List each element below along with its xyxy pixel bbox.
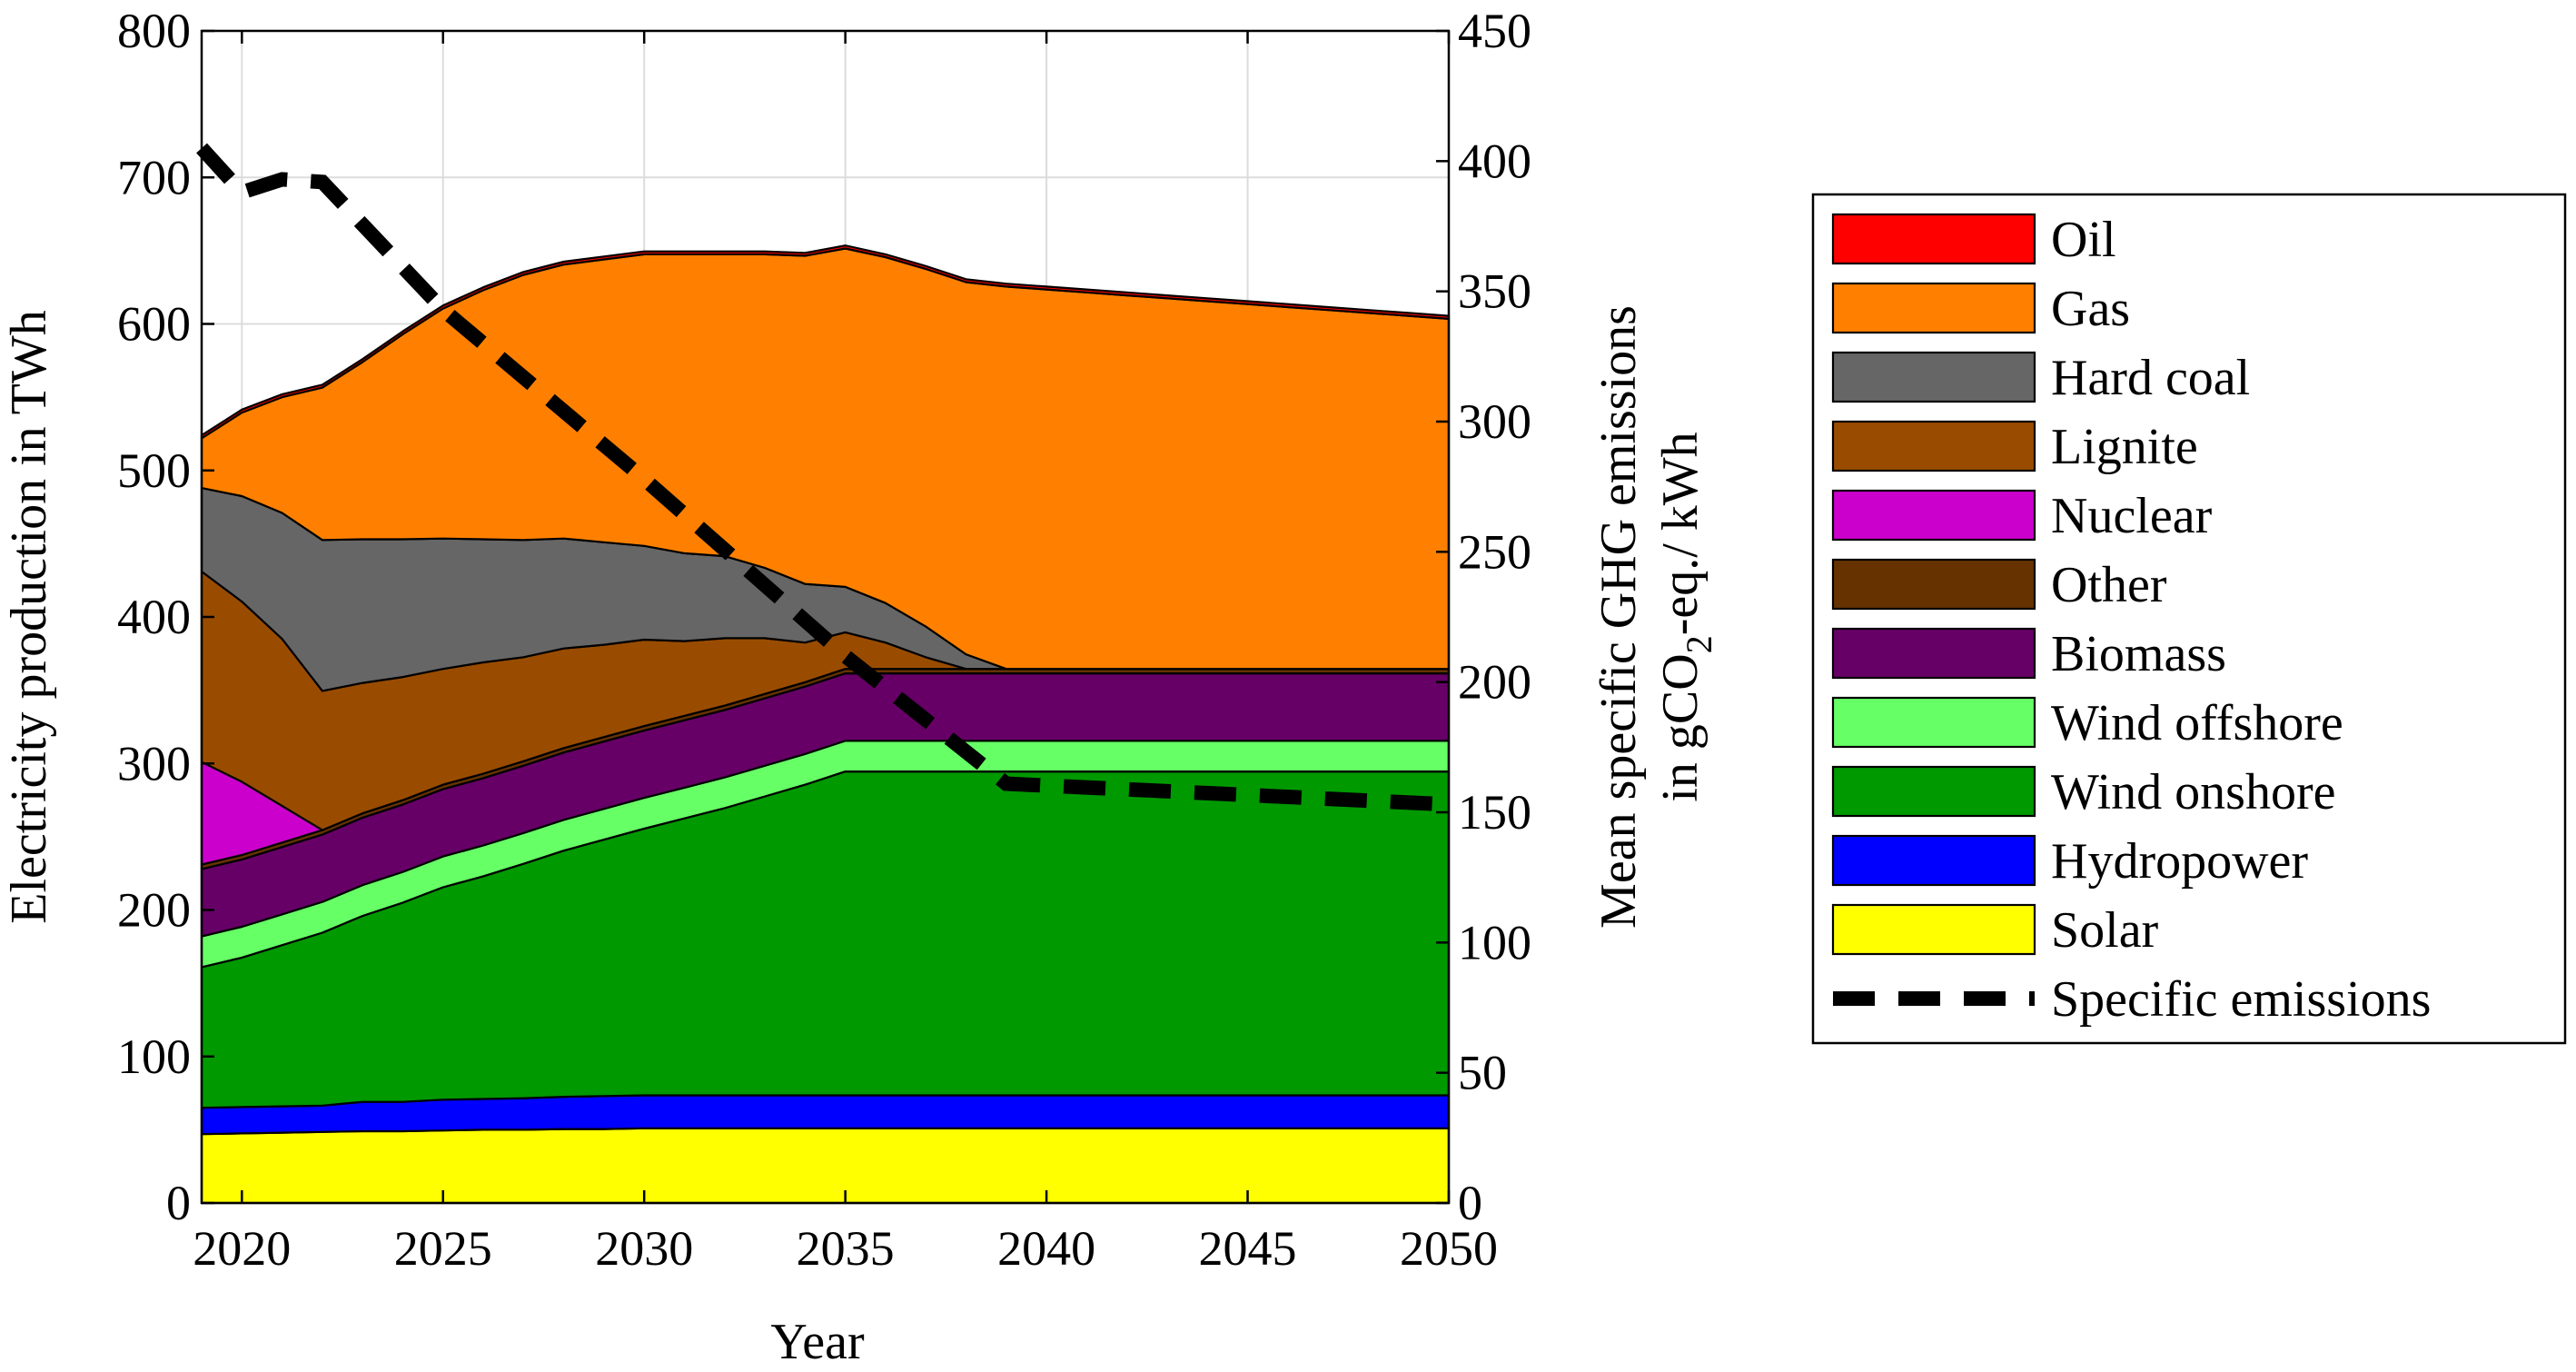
x-tick-label: 2045 — [1199, 1221, 1297, 1276]
y-right-tick-label: 400 — [1458, 134, 1531, 188]
y-axis-title-right-prefix: in gCO — [1652, 653, 1709, 801]
legend-swatch-wind-onshore — [1831, 765, 2036, 818]
x-tick-label: 2050 — [1400, 1221, 1498, 1276]
legend-swatch-solar — [1831, 903, 2036, 956]
y-right-tick-label: 300 — [1458, 394, 1531, 449]
y-left-tick-label: 100 — [117, 1029, 191, 1084]
legend-swatch-gas — [1831, 282, 2036, 334]
x-tick-label: 2030 — [595, 1221, 693, 1276]
stacked-areas — [200, 244, 1451, 1205]
legend-box — [1811, 193, 2567, 1045]
x-tick-label: 2035 — [797, 1221, 895, 1276]
y-left-tick-label: 0 — [166, 1176, 191, 1230]
y-right-tick-label: 450 — [1458, 4, 1531, 58]
legend-label-solar: Solar — [2051, 902, 2159, 959]
legend-label-specific-emissions: Specific emissions — [2051, 971, 2431, 1028]
x-axis-title: Year — [770, 1314, 865, 1370]
legend-label-gas: Gas — [2051, 281, 2130, 337]
legend-swatch-oil — [1831, 213, 2036, 265]
legend-swatch-lignite — [1831, 420, 2036, 472]
y-right-tick-label: 350 — [1458, 264, 1531, 319]
line-specific-emissions — [196, 143, 1450, 812]
y-right-tick-label: 0 — [1458, 1176, 1482, 1230]
legend-label-wind-onshore: Wind onshore — [2051, 764, 2335, 820]
y-left-tick-label: 600 — [117, 297, 191, 352]
y-axis-title-left: Electricity production in TWh — [1, 310, 57, 923]
y-axis-title-right-suffix: -eq./ kWh — [1652, 432, 1709, 635]
legend-swatch-hydropower — [1831, 834, 2036, 887]
legend-label-other: Other — [2051, 557, 2167, 613]
legend-swatch-other — [1831, 558, 2036, 611]
y-left-tick-label: 500 — [117, 443, 191, 498]
y-right-tick-label: 50 — [1458, 1046, 1507, 1100]
legend-swatch-hard-coal — [1831, 351, 2036, 403]
legend-swatch-biomass — [1831, 627, 2036, 680]
x-tick-label: 2025 — [394, 1221, 492, 1276]
y-left-tick-label: 700 — [117, 150, 191, 204]
y-right-tick-label: 250 — [1458, 524, 1531, 579]
legend-label-lignite: Lignite — [2051, 419, 2198, 475]
y-right-tick-label: 200 — [1458, 655, 1531, 710]
axis-ticks: 2020 2025 2030 2035 2040 2045 2050010020030040… — [117, 4, 1531, 1276]
y-left-tick-label: 400 — [117, 590, 191, 644]
legend-label-oil: Oil — [2051, 212, 2116, 268]
legend-label-hard-coal: Hard coal — [2051, 350, 2250, 406]
x-tick-label: 2040 — [997, 1221, 1095, 1276]
legend: Oil Gas Hard coal Lignite Nuclear Other Biomas… — [1811, 193, 2567, 1045]
x-tick-label: 2020 — [193, 1221, 291, 1276]
y-left-tick-label: 800 — [117, 4, 191, 58]
y-right-tick-label: 150 — [1458, 785, 1531, 840]
y-axis-title-right-subscript: 2 — [1679, 635, 1719, 653]
legend-label-biomass: Biomass — [2051, 626, 2226, 682]
legend-swatch-nuclear — [1831, 489, 2036, 542]
area-solar — [200, 1127, 1451, 1205]
y-axis-title-right-line2: in gCO2-eq./ kWh — [1652, 432, 1719, 801]
legend-swatch-wind-offshore — [1831, 696, 2036, 749]
emissions-line-layer — [196, 143, 1450, 812]
legend-label-hydropower: Hydropower — [2051, 833, 2308, 890]
y-left-tick-label: 200 — [117, 883, 191, 938]
y-axis-title-right-line1: Mean specific GHG emissions — [1590, 305, 1647, 929]
legend-label-wind-offshore: Wind offshore — [2051, 695, 2343, 751]
legend-label-nuclear: Nuclear — [2051, 488, 2213, 544]
y-right-tick-label: 100 — [1458, 915, 1531, 969]
y-left-tick-label: 300 — [117, 736, 191, 790]
